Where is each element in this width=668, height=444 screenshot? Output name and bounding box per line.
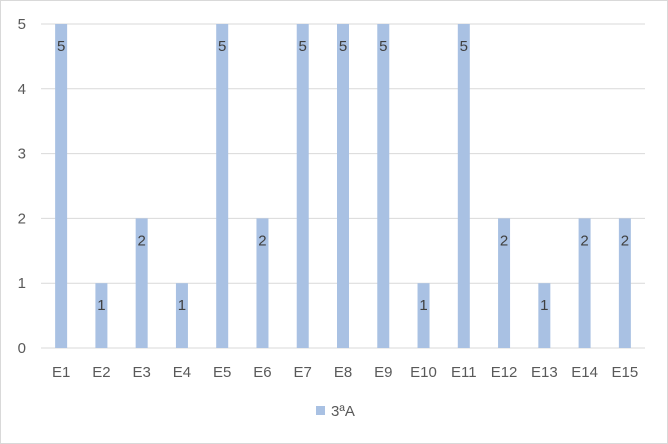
bar [538,283,551,348]
data-label: 1 [419,297,427,314]
data-label: 1 [97,297,105,314]
data-label: 2 [621,232,629,249]
bar [498,218,511,348]
x-tick-label: E13 [531,364,558,381]
data-label: 2 [137,232,145,249]
x-tick-label: E9 [374,364,392,381]
bar [578,218,591,348]
bar [55,24,68,348]
x-tick-label: E8 [334,364,352,381]
legend-label: 3ªA [331,403,355,420]
bar [296,24,309,348]
x-tick-label: E1 [52,364,70,381]
bars [55,24,631,348]
bar [377,24,390,348]
x-tick-label: E4 [173,364,191,381]
x-tick-label: E3 [132,364,150,381]
y-tick-label: 2 [18,210,26,227]
x-axis-ticks: E1 E2 E3 E4 E5 E6 E7 E8 E9 E10 E11 E12 E13 E14 E15 [52,364,638,381]
bar [175,283,188,348]
bar [337,24,349,348]
data-label: 5 [339,38,347,55]
data-labels: 5 1 2 1 5 2 5 5 5 1 5 2 1 2 2 [57,38,629,314]
x-tick-label: E5 [213,364,231,381]
x-tick-label: E2 [92,364,110,381]
bar [417,283,430,348]
data-label: 2 [258,232,266,249]
data-label: 5 [218,38,226,55]
x-tick-label: E10 [410,364,437,381]
data-label: 1 [540,297,548,314]
bar [618,218,631,348]
y-axis-ticks: 0 1 2 3 4 5 [18,16,26,357]
x-tick-label: E15 [612,364,639,381]
data-label: 5 [460,38,468,55]
bar [457,24,470,348]
bar [216,24,229,348]
legend-swatch [316,406,325,415]
data-label: 5 [379,38,387,55]
legend: 3ªA [316,403,355,420]
x-tick-label: E14 [571,364,598,381]
data-label: 2 [580,232,588,249]
x-tick-label: E12 [491,364,518,381]
y-tick-label: 1 [18,275,26,292]
data-label: 1 [178,297,186,314]
x-tick-label: E7 [294,364,312,381]
bar [95,283,108,348]
data-label: 5 [57,38,65,55]
data-label: 5 [299,38,307,55]
y-tick-label: 0 [18,340,26,357]
bar [256,218,269,348]
x-tick-label: E6 [253,364,271,381]
x-tick-label: E11 [451,364,477,381]
data-label: 2 [500,232,508,249]
y-tick-label: 3 [18,146,26,163]
y-tick-label: 4 [18,81,26,98]
bar [135,218,148,348]
y-tick-label: 5 [18,16,26,33]
